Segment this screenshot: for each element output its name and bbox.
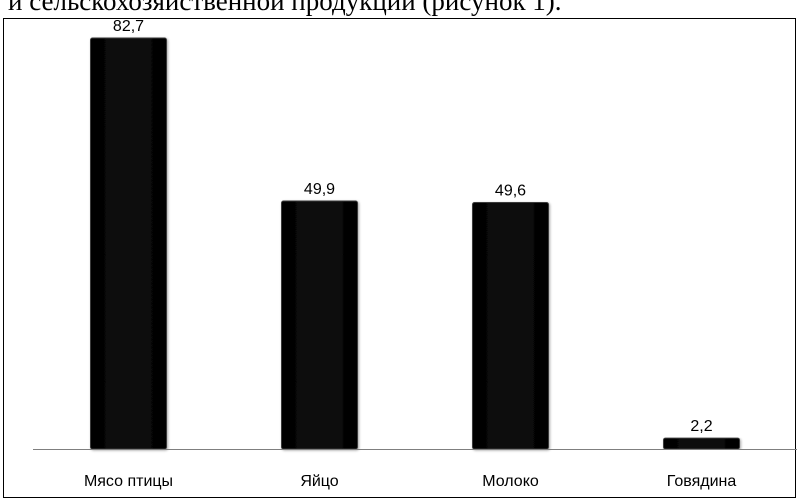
category-label-4: Говядина bbox=[667, 473, 737, 490]
value-labels-layer: 82,7 49,9 49,6 2,2 bbox=[113, 18, 713, 435]
value-label-3: 49,6 bbox=[495, 182, 526, 199]
bar-2 bbox=[281, 200, 358, 450]
value-label-1: 82,7 bbox=[113, 18, 144, 35]
cut-off-paragraph-text: и сельскохозяйственной продукции (рисуно… bbox=[8, 0, 562, 16]
bars-layer bbox=[90, 37, 740, 450]
category-label-2: Яйцо bbox=[300, 473, 338, 490]
category-label-3: Молоко bbox=[482, 473, 539, 490]
bar-3 bbox=[472, 201, 549, 450]
value-label-2: 49,9 bbox=[304, 181, 335, 198]
category-label-1: Мясо птицы bbox=[84, 473, 173, 490]
bar-4 bbox=[663, 437, 740, 450]
value-label-4: 2,2 bbox=[690, 418, 712, 435]
category-labels-layer: Мясо птицы Яйцо Молоко Говядина bbox=[84, 473, 736, 490]
bar-1 bbox=[90, 37, 167, 450]
